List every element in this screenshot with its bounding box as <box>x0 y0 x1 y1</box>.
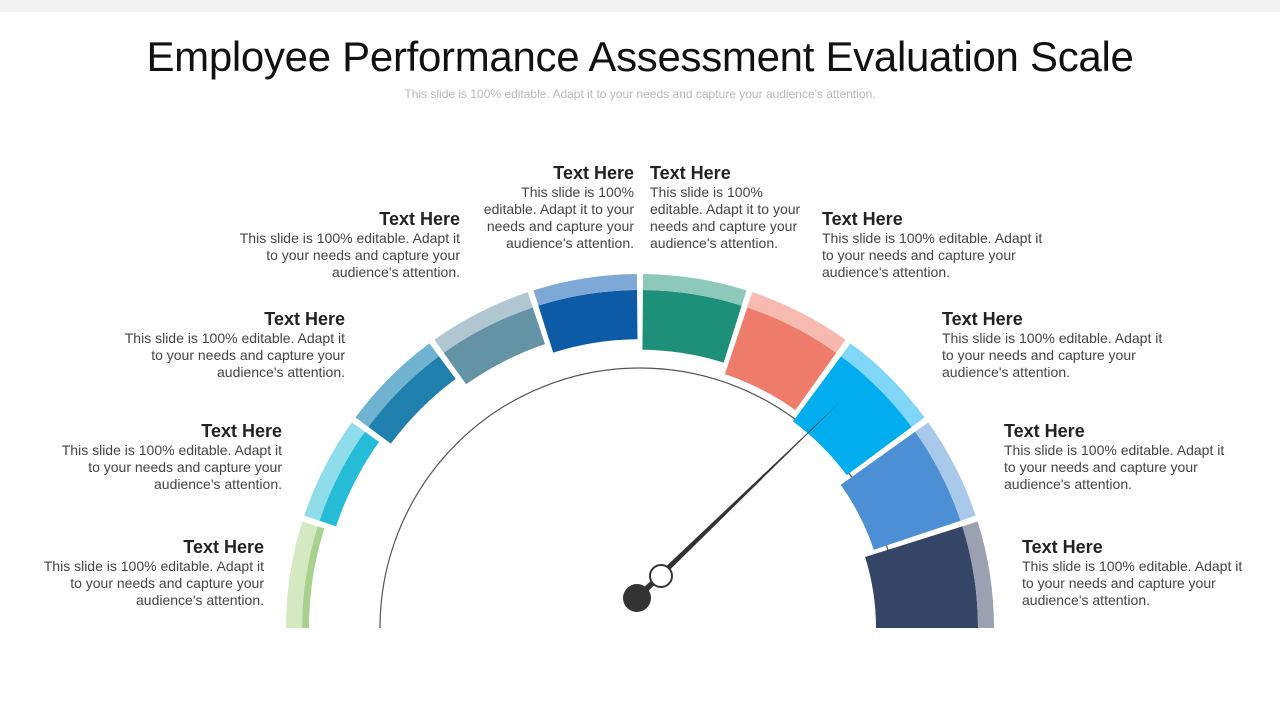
label-heading: Text Here <box>264 309 345 329</box>
segment-rim <box>841 343 925 427</box>
segment-rim <box>355 343 439 427</box>
slide-title: Employee Performance Assessment Evaluati… <box>146 33 1134 80</box>
gauge-segment-4 <box>434 292 546 385</box>
top-bar <box>0 0 1280 12</box>
label-segment-1: Text Here This slide is 100% editable. A… <box>34 536 264 609</box>
label-description: This slide is 100% editable. Adapt it to… <box>239 230 460 280</box>
needle-pivot <box>623 584 651 612</box>
segment-fill <box>840 431 961 550</box>
segment-rim <box>962 521 994 628</box>
label-segment-9: Text Here This slide is 100% editable. A… <box>1004 420 1234 493</box>
label-description: This slide is 100% editable. Adapt it to… <box>43 558 264 608</box>
segment-rim <box>747 292 846 353</box>
segment-fill <box>538 290 638 353</box>
label-segment-2: Text Here This slide is 100% editable. A… <box>52 420 282 493</box>
segment-rim <box>915 422 976 521</box>
label-description: This slide is 100% editable. Adapt it to… <box>822 230 1043 280</box>
segment-fill <box>368 356 456 444</box>
segment-fill <box>724 307 837 411</box>
label-description: This slide is 100% editable. Adapt it to… <box>1004 442 1225 492</box>
segment-fill <box>443 307 546 385</box>
label-description: This slide is 100% editable. Adapt it to… <box>1022 558 1243 608</box>
segment-rim <box>533 274 638 306</box>
label-segment-5: Text Here This slide is 100% editable. A… <box>479 162 634 252</box>
gauge-segment-5 <box>533 274 638 353</box>
label-heading: Text Here <box>1022 537 1103 557</box>
label-segment-8: Text Here This slide is 100% editable. A… <box>942 308 1172 381</box>
needle-ring <box>649 564 673 588</box>
label-description: This slide is 100% editable. Adapt it to… <box>650 184 801 251</box>
label-segment-7: Text Here This slide is 100% editable. A… <box>822 208 1052 281</box>
label-heading: Text Here <box>942 309 1023 329</box>
label-segment-6: Text Here This slide is 100% editable. A… <box>650 162 805 252</box>
segment-fill <box>792 356 912 476</box>
segment-rim <box>642 274 747 306</box>
gauge-segment-1 <box>286 521 325 628</box>
gauge-segment-7 <box>724 292 846 411</box>
label-description: This slide is 100% editable. Adapt it to… <box>942 330 1163 380</box>
segment-fill <box>642 290 742 363</box>
label-description: This slide is 100% editable. Adapt it to… <box>61 442 282 492</box>
label-description: This slide is 100% editable. Adapt it to… <box>124 330 345 380</box>
needle-pointer <box>634 402 840 601</box>
gauge-segment-9 <box>840 422 976 550</box>
segment-rim <box>434 292 533 353</box>
segment-rim <box>286 521 318 628</box>
label-heading: Text Here <box>822 209 903 229</box>
segment-fill <box>319 431 380 527</box>
label-heading: Text Here <box>183 537 264 557</box>
segment-rim <box>304 422 365 521</box>
gauge-segment-6 <box>642 274 747 363</box>
gauge-needle <box>623 402 840 612</box>
label-heading: Text Here <box>553 163 634 183</box>
gauge-segment-8 <box>792 343 925 476</box>
gauge-segment-2 <box>304 422 380 527</box>
segment-fill <box>302 526 325 628</box>
slide-subtitle: This slide is 100% editable. Adapt it to… <box>404 87 876 101</box>
gauge-segment-10 <box>865 521 994 628</box>
label-description: This slide is 100% editable. Adapt it to… <box>483 184 634 251</box>
label-heading: Text Here <box>379 209 460 229</box>
label-segment-10: Text Here This slide is 100% editable. A… <box>1022 536 1252 609</box>
label-segment-3: Text Here This slide is 100% editable. A… <box>115 308 345 381</box>
label-heading: Text Here <box>201 421 282 441</box>
label-heading: Text Here <box>650 163 731 183</box>
gauge-segment-3 <box>355 343 456 444</box>
label-heading: Text Here <box>1004 421 1085 441</box>
segment-fill <box>865 526 978 628</box>
gauge-segments <box>286 274 994 628</box>
label-segment-4: Text Here This slide is 100% editable. A… <box>230 208 460 281</box>
